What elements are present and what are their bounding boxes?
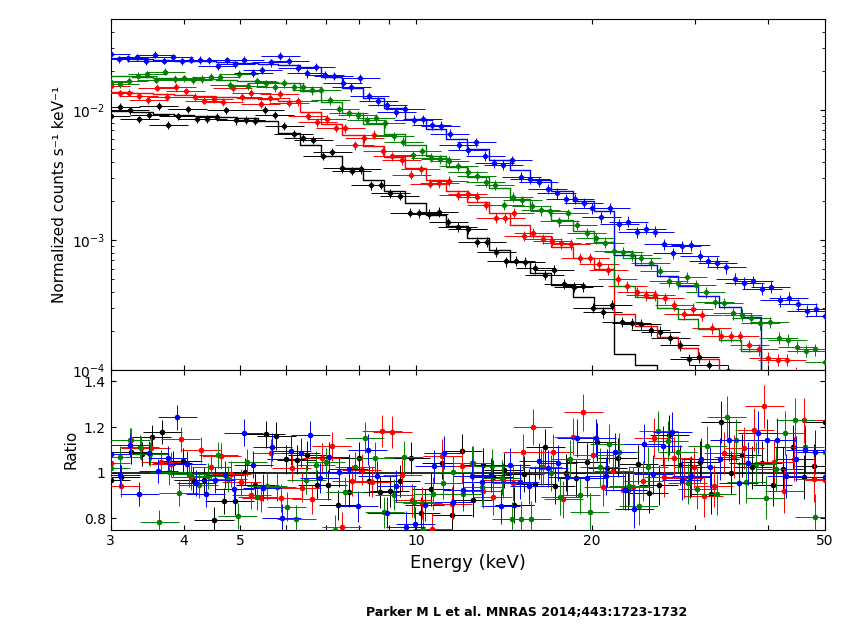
Y-axis label: Normalized counts s⁻¹ keV⁻¹: Normalized counts s⁻¹ keV⁻¹ [52, 86, 66, 303]
X-axis label: Energy (keV): Energy (keV) [410, 554, 525, 572]
Y-axis label: Ratio: Ratio [63, 430, 78, 470]
Text: Parker M L et al. MNRAS 2014;443:1723-1732: Parker M L et al. MNRAS 2014;443:1723-17… [366, 606, 688, 619]
